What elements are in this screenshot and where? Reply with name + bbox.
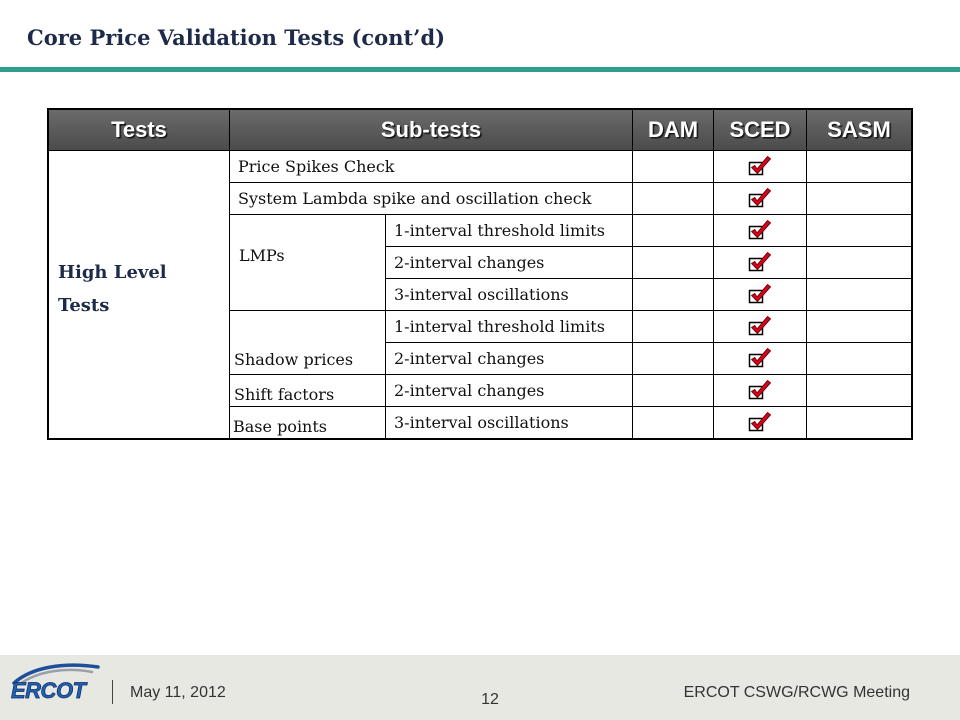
sced-cell [714,183,806,214]
sasm-cell [807,311,911,342]
check-box-icon [747,155,773,176]
sasm-cell [807,343,911,374]
subtest-cell: 3-interval oscillations [386,407,632,438]
sasm-cell [807,215,911,246]
sasm-cell [807,183,911,214]
ercot-logo: ERCOT [11,663,100,703]
check-box-icon [747,347,773,368]
dam-cell [633,183,713,214]
sced-cell [714,311,806,342]
category-cell-shadow-prices: Shadow prices [230,311,385,374]
header-subtests: Sub-tests [230,110,632,150]
logo-text: ERCOT [11,678,88,703]
check-box-icon [747,283,773,304]
header-tests: Tests [49,110,229,150]
header-dam: DAM [633,110,713,150]
check-box-icon [747,219,773,240]
sasm-cell [807,407,911,438]
test-group-cell: High Level Tests [49,151,229,438]
sced-cell [714,151,806,182]
subtest-cell: 3-interval oscillations [386,279,632,310]
subtest-cell: System Lambda spike and oscillation chec… [230,183,632,214]
subtest-cell: 2-interval changes [386,343,632,374]
sasm-cell [807,151,911,182]
footer-meeting: ERCOT CSWG/RCWG Meeting [683,684,910,701]
header-sasm: SASM [807,110,911,150]
dam-cell [633,279,713,310]
subtest-cell: 2-interval changes [386,375,632,406]
dam-cell [633,375,713,406]
check-box-icon [747,315,773,336]
dam-cell [633,407,713,438]
validation-tests-table: Tests Sub-tests DAM SCED SASM High Level… [47,108,913,440]
test-group-label: High Level Tests [58,261,167,316]
slide-title: Core Price Validation Tests (cont’d) [27,25,446,50]
sced-cell [714,343,806,374]
footer: ERCOT May 11, 2012 12 ERCOT CSWG/RCWG Me… [0,655,960,720]
check-box-icon [747,411,773,432]
sced-cell [714,279,806,310]
category-cell-lmps: LMPs [230,215,385,310]
dam-cell [633,343,713,374]
page-number: 12 [481,691,499,708]
sced-cell [714,375,806,406]
sced-cell [714,247,806,278]
footer-divider [112,680,113,704]
sasm-cell [807,247,911,278]
check-box-icon [747,187,773,208]
category-cell-base-points: Base points [230,407,385,438]
check-box-icon [747,379,773,400]
sasm-cell [807,279,911,310]
footer-date: May 11, 2012 [130,684,226,701]
subtest-cell: 1-interval threshold limits [386,311,632,342]
subtest-cell: Price Spikes Check [230,151,632,182]
category-cell-shift-factors: Shift factors [230,375,385,406]
sced-cell [714,215,806,246]
subtest-cell: 2-interval changes [386,247,632,278]
subtest-cell: 1-interval threshold limits [386,215,632,246]
dam-cell [633,247,713,278]
header-sced: SCED [714,110,806,150]
dam-cell [633,215,713,246]
dam-cell [633,311,713,342]
sced-cell [714,407,806,438]
sasm-cell [807,375,911,406]
title-rule [0,67,960,72]
check-box-icon [747,251,773,272]
dam-cell [633,151,713,182]
